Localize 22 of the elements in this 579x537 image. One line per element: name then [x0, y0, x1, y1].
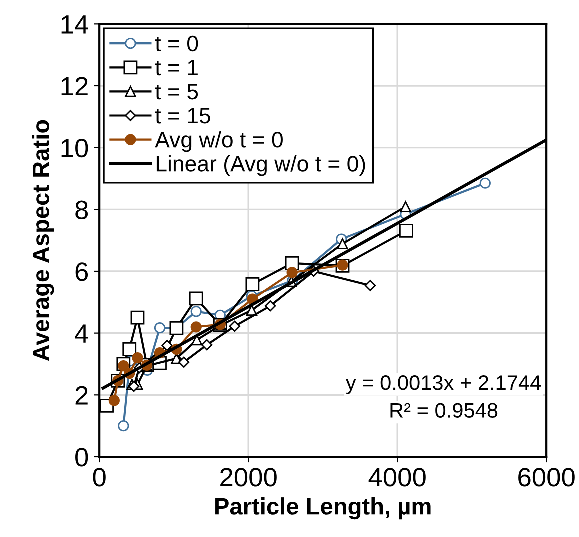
x-tick-label: 4000 [368, 468, 426, 487]
legend-label: t = 0 [155, 36, 198, 52]
legend-label: t = 15 [155, 108, 210, 124]
legend-label: t = 5 [155, 84, 198, 100]
legend-label: Avg w/o t = 0 [155, 131, 283, 152]
y-tick-label: 2 [76, 386, 88, 405]
legend-label: t = 1 [155, 60, 198, 76]
y-tick-label: 4 [75, 324, 88, 343]
x-tick-label: 0 [93, 468, 106, 487]
annotation: y = 0.0013x + 2.1744 [346, 376, 542, 394]
y-tick-label: 6 [76, 262, 88, 282]
annotation: R² = 0.9548 [390, 403, 498, 418]
x-tick-label: 2000 [220, 468, 277, 487]
legend-label: Linear (Avg w/o t = 0) [156, 156, 366, 176]
y-axis-title: Average Aspect Ratio [32, 120, 54, 362]
x-axis-title: Particle Length, µm [216, 498, 431, 520]
y-tick-label: 0 [76, 448, 88, 467]
x-tick-label: 6000 [518, 468, 575, 487]
y-tick-label: 12 [62, 77, 88, 96]
y-tick-label: 10 [62, 138, 88, 158]
y-tick-label: 14 [62, 16, 88, 34]
y-tick-label: 8 [76, 200, 88, 220]
